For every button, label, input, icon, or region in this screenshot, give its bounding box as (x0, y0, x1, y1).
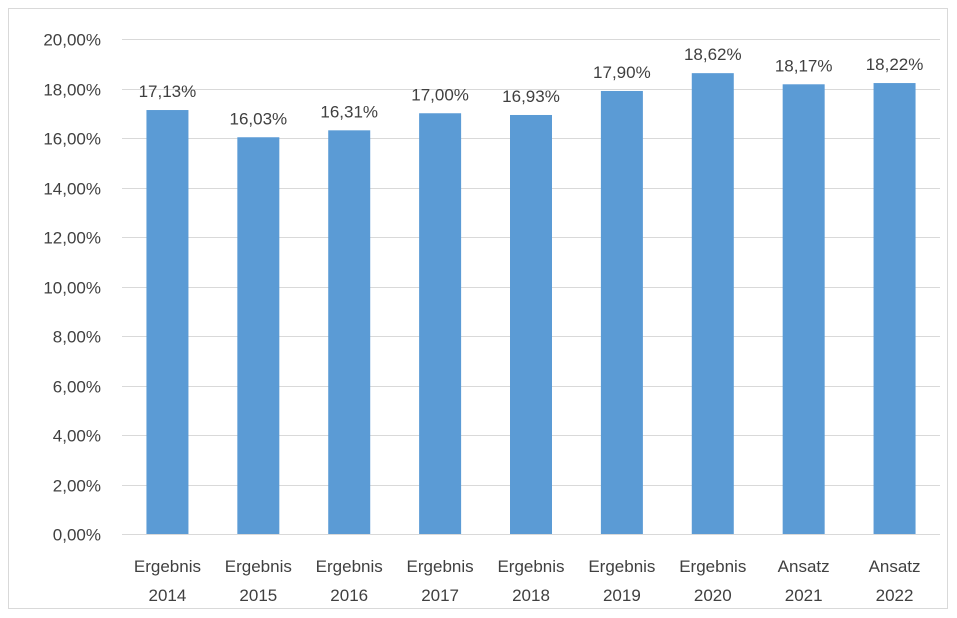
x-tick-label: 2021 (785, 586, 823, 605)
data-label: 18,22% (866, 55, 924, 74)
x-tick-label: Ansatz (778, 557, 830, 576)
data-label: 16,93% (502, 87, 560, 106)
y-tick-label: 6,00% (53, 378, 101, 397)
chart-frame (8, 8, 948, 609)
y-tick-label: 16,00% (43, 130, 101, 149)
x-tick-label: Ergebnis (316, 557, 383, 576)
y-tick-label: 2,00% (53, 477, 101, 496)
x-tick-label: 2019 (603, 586, 641, 605)
data-label: 17,90% (593, 63, 651, 82)
data-label: 17,13% (139, 82, 197, 101)
y-tick-label: 20,00% (43, 31, 101, 50)
y-tick-label: 12,00% (43, 229, 101, 248)
data-label: 16,03% (229, 109, 287, 128)
y-tick-label: 14,00% (43, 180, 101, 199)
bar (873, 83, 916, 535)
bar (328, 130, 371, 534)
data-label: 18,17% (775, 56, 833, 75)
bar (600, 90, 643, 534)
x-axis-tick-labels: Ergebnis 2014 Ergebnis 2015 Ergebnis 2016 Erge… (134, 557, 921, 605)
bar (782, 84, 825, 534)
data-label: 18,62% (684, 45, 742, 64)
bar (510, 114, 552, 535)
y-tick-label: 4,00% (53, 427, 101, 446)
x-tick-label: Ergebnis (588, 557, 655, 576)
y-tick-label: 8,00% (53, 328, 101, 347)
x-tick-label: 2017 (421, 586, 459, 605)
bar (419, 113, 462, 534)
y-tick-label: 18,00% (43, 81, 101, 100)
x-tick-label: Ergebnis (679, 557, 746, 576)
x-tick-label: 2020 (694, 586, 732, 605)
y-axis-tick-labels: 0,00% 2,00% 4,00% 6,00% 8,00% 10,00% 12,00% 14,… (43, 31, 101, 545)
x-tick-label: Ergebnis (225, 557, 292, 576)
data-label: 17,00% (411, 85, 469, 104)
data-label: 16,31% (320, 102, 378, 121)
x-tick-label: 2018 (512, 586, 550, 605)
x-tick-label: 2014 (149, 586, 187, 605)
y-tick-label: 10,00% (43, 279, 101, 298)
bar (237, 137, 280, 534)
data-labels: 17,13% 16,03% 16,31% 17,00% 16,93% 17,90% 18,6… (139, 45, 924, 128)
x-tick-label: Ergebnis (134, 557, 201, 576)
bar (691, 73, 734, 534)
x-tick-label: 2015 (239, 586, 277, 605)
x-tick-label: 2022 (876, 586, 914, 605)
bar (146, 110, 189, 534)
x-tick-label: Ergebnis (497, 557, 564, 576)
bars (146, 73, 916, 535)
x-tick-label: Ergebnis (407, 557, 474, 576)
y-tick-label: 0,00% (53, 526, 101, 545)
x-tick-label: 2016 (330, 586, 368, 605)
x-tick-label: Ansatz (869, 557, 921, 576)
